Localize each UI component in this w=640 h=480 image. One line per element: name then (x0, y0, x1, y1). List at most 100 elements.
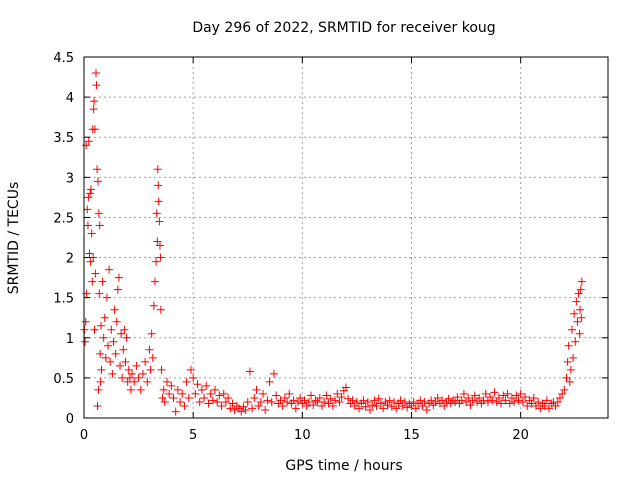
data-point (261, 405, 270, 414)
data-point (213, 397, 222, 406)
data-point (337, 393, 346, 402)
data-point (514, 396, 523, 405)
data-point (146, 365, 155, 374)
data-point (152, 209, 161, 218)
y-tick-label: 4.5 (53, 51, 74, 66)
data-point (407, 401, 416, 410)
data-point (107, 325, 116, 334)
data-point (122, 333, 131, 342)
data-point (558, 389, 567, 398)
data-point (95, 289, 104, 298)
data-point (359, 396, 368, 405)
data-point (499, 391, 508, 400)
data-point (363, 397, 372, 406)
data-point (99, 333, 108, 342)
data-point (276, 396, 285, 405)
data-point (95, 221, 104, 230)
data-point (560, 385, 569, 394)
data-point (93, 177, 102, 186)
data-point (464, 393, 473, 402)
data-point (531, 401, 540, 410)
data-point (221, 397, 230, 406)
data-point (250, 393, 259, 402)
data-point (481, 389, 490, 398)
data-point (94, 385, 103, 394)
data-point (501, 396, 510, 405)
data-point (573, 317, 582, 326)
data-point (112, 317, 121, 326)
data-point (444, 394, 453, 403)
data-point (553, 397, 562, 406)
data-point (97, 365, 106, 374)
data-point (92, 69, 101, 78)
data-point (263, 396, 272, 405)
data-point (90, 325, 99, 334)
data-point (479, 396, 488, 405)
data-point (124, 365, 133, 374)
data-point (473, 397, 481, 406)
data-point (331, 396, 340, 405)
data-point (197, 385, 206, 394)
data-point (94, 209, 103, 218)
data-point (178, 389, 187, 398)
data-point (93, 401, 102, 410)
data-point (355, 404, 364, 413)
data-point (148, 353, 157, 362)
data-point (416, 396, 425, 405)
data-point (563, 357, 572, 366)
data-point (483, 397, 492, 406)
data-point (470, 391, 479, 400)
data-point (320, 397, 329, 406)
data-point (169, 393, 178, 402)
data-point (492, 397, 501, 406)
grid-lines (84, 57, 608, 418)
data-point (254, 401, 263, 410)
x-tick-label: 0 (80, 428, 88, 443)
data-point (309, 401, 318, 410)
data-point (110, 305, 119, 314)
data-point (241, 405, 250, 414)
data-point (453, 393, 462, 402)
data-point (372, 401, 381, 410)
y-tick-label: 0 (66, 412, 74, 427)
data-point (575, 329, 584, 338)
data-point (516, 389, 525, 398)
data-point (154, 181, 163, 190)
data-point (542, 396, 551, 405)
data-point (350, 401, 359, 410)
data-point (90, 125, 99, 134)
data-point (153, 237, 162, 246)
data-point (217, 401, 226, 410)
y-tick-label: 4 (66, 91, 74, 106)
data-point (125, 373, 134, 382)
data-point (342, 383, 350, 392)
data-point (111, 349, 120, 358)
data-point (396, 396, 405, 405)
data-point (438, 396, 447, 405)
data-point (370, 396, 379, 405)
data-point (300, 396, 309, 405)
data-point (302, 401, 311, 410)
data-point (324, 399, 333, 408)
data-point (411, 404, 420, 413)
data-point (134, 373, 143, 382)
data-point (157, 365, 166, 374)
y-tick-label: 0.5 (53, 372, 74, 387)
data-point (475, 393, 484, 402)
data-point (159, 385, 168, 394)
data-points (80, 69, 586, 416)
data-point (86, 189, 95, 198)
data-point (490, 388, 499, 397)
data-point (574, 289, 583, 298)
data-point (118, 373, 127, 382)
data-point (105, 265, 114, 274)
data-point (534, 397, 543, 406)
data-point (503, 389, 512, 398)
data-point (459, 389, 468, 398)
data-point (540, 401, 549, 410)
y-axis-label: SRMTID / TECUs (6, 182, 22, 295)
data-point (577, 277, 586, 286)
data-point (230, 405, 239, 414)
data-point (152, 257, 161, 266)
data-point (155, 241, 164, 250)
